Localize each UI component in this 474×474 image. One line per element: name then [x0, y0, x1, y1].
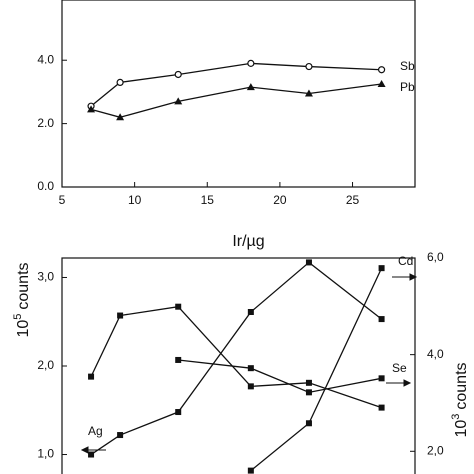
y-axis-label: 105 counts	[12, 262, 32, 337]
plot-area	[88, 259, 385, 474]
x-tick-label: 25	[346, 193, 360, 207]
y2-tick-label: 2,0	[427, 443, 444, 457]
marker	[247, 383, 254, 390]
y-axis-label-part: counts	[15, 262, 32, 309]
y2-axis-label: 103 counts	[450, 362, 470, 437]
marker	[117, 432, 124, 439]
series-line	[90, 261, 382, 456]
axis-arrow	[392, 273, 418, 281]
marker	[88, 451, 95, 458]
y2-axis-label-part: counts	[453, 362, 470, 409]
series-label: Pb	[400, 80, 415, 94]
series-label: Sb	[400, 59, 415, 73]
y2-tick-label: 6,0	[427, 250, 444, 264]
y2-axis-label-part: 3	[450, 414, 462, 420]
x-tick-label: 20	[273, 193, 287, 207]
marker	[87, 105, 96, 113]
marker	[175, 409, 182, 416]
y-axis-label-part: 10	[15, 320, 32, 338]
series-line	[90, 305, 382, 409]
y2-tick-label: 4,0	[427, 347, 444, 361]
frame	[61, 0, 416, 188]
marker	[246, 83, 255, 91]
marker	[378, 316, 385, 323]
marker	[116, 113, 125, 121]
series-label: Ag	[88, 424, 103, 438]
x-tick-label: 15	[201, 193, 215, 207]
marker	[174, 70, 182, 79]
marker	[175, 356, 182, 363]
series-label: Cd	[398, 254, 413, 268]
axis-arrow	[80, 446, 106, 454]
x-tick-label: 5	[59, 193, 66, 207]
marker	[378, 404, 385, 411]
axis-arrow	[386, 379, 412, 387]
marker	[378, 375, 385, 382]
marker	[305, 379, 312, 386]
series-line	[90, 62, 382, 107]
marker	[377, 66, 386, 74]
y-tick-label: 2.0	[37, 116, 54, 130]
x-tick-label: 10	[128, 193, 142, 207]
marker	[305, 259, 312, 266]
marker	[117, 312, 124, 319]
y-tick-label: 3,0	[37, 270, 54, 284]
series-line	[90, 83, 382, 118]
frame	[61, 257, 416, 474]
marker	[247, 467, 254, 474]
y-axis-label-part: 5	[12, 314, 24, 320]
y2-axis-label-part: 10	[453, 420, 470, 438]
marker	[247, 309, 254, 315]
marker	[247, 365, 254, 372]
marker	[116, 78, 124, 87]
series-label: Se	[392, 361, 407, 375]
y-tick-label: 4.0	[37, 52, 54, 66]
marker	[305, 420, 312, 427]
x-axis-label: Ir/µg	[232, 233, 264, 250]
y-tick-label: 1,0	[37, 447, 54, 461]
marker	[305, 62, 313, 71]
series-line	[178, 359, 382, 394]
marker	[247, 59, 255, 67]
y-tick-label: 0.0	[37, 179, 54, 193]
marker	[304, 89, 313, 97]
marker	[305, 389, 312, 396]
y-tick-label: 2,0	[37, 358, 54, 372]
marker	[88, 373, 95, 380]
series-line	[250, 267, 383, 472]
marker	[377, 79, 386, 87]
marker	[175, 303, 182, 310]
marker	[174, 97, 183, 105]
marker	[378, 265, 385, 272]
